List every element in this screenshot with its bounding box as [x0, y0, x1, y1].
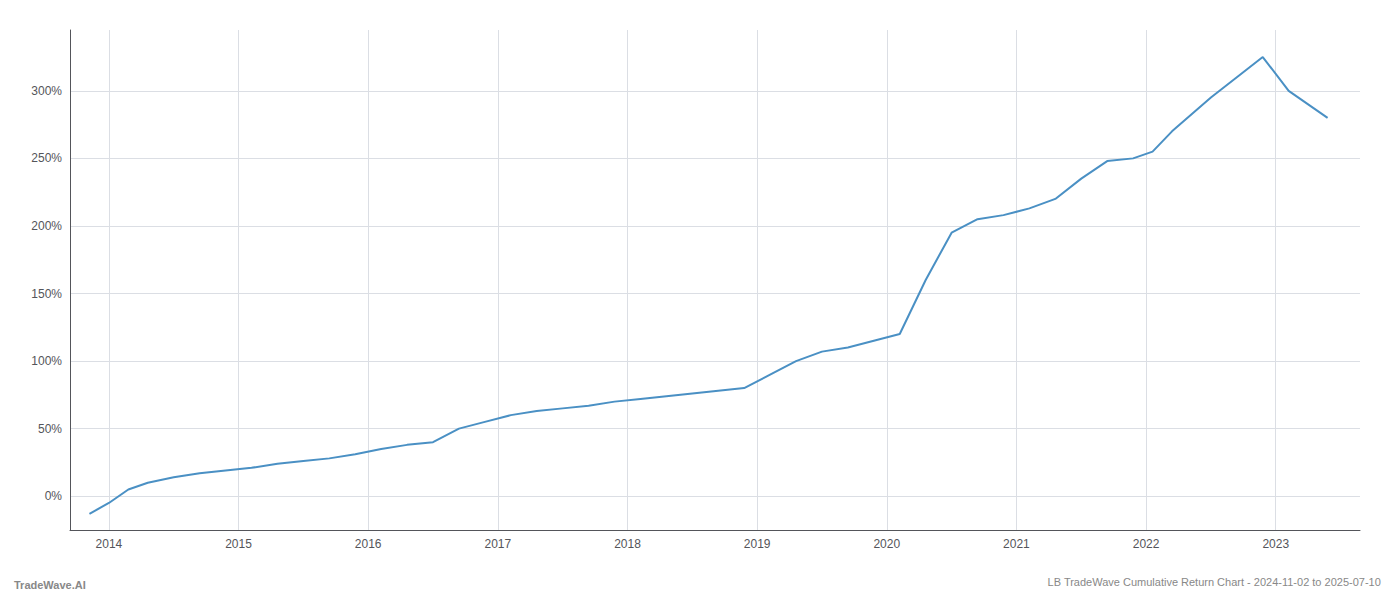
svg-text:2014: 2014 [96, 537, 123, 551]
svg-text:2021: 2021 [1003, 537, 1030, 551]
svg-text:0%: 0% [45, 489, 63, 503]
svg-text:300%: 300% [31, 84, 62, 98]
svg-text:2018: 2018 [614, 537, 641, 551]
svg-text:2022: 2022 [1133, 537, 1160, 551]
svg-text:200%: 200% [31, 219, 62, 233]
svg-text:150%: 150% [31, 287, 62, 301]
svg-text:2016: 2016 [355, 537, 382, 551]
svg-text:50%: 50% [38, 422, 62, 436]
svg-text:LB TradeWave Cumulative Return: LB TradeWave Cumulative Return Chart - 2… [1048, 576, 1381, 588]
svg-text:2019: 2019 [744, 537, 771, 551]
svg-text:2020: 2020 [873, 537, 900, 551]
svg-text:2017: 2017 [484, 537, 511, 551]
svg-text:2015: 2015 [225, 537, 252, 551]
svg-text:TradeWave.AI: TradeWave.AI [14, 579, 86, 591]
svg-text:250%: 250% [31, 151, 62, 165]
svg-text:100%: 100% [31, 354, 62, 368]
svg-text:2023: 2023 [1262, 537, 1289, 551]
